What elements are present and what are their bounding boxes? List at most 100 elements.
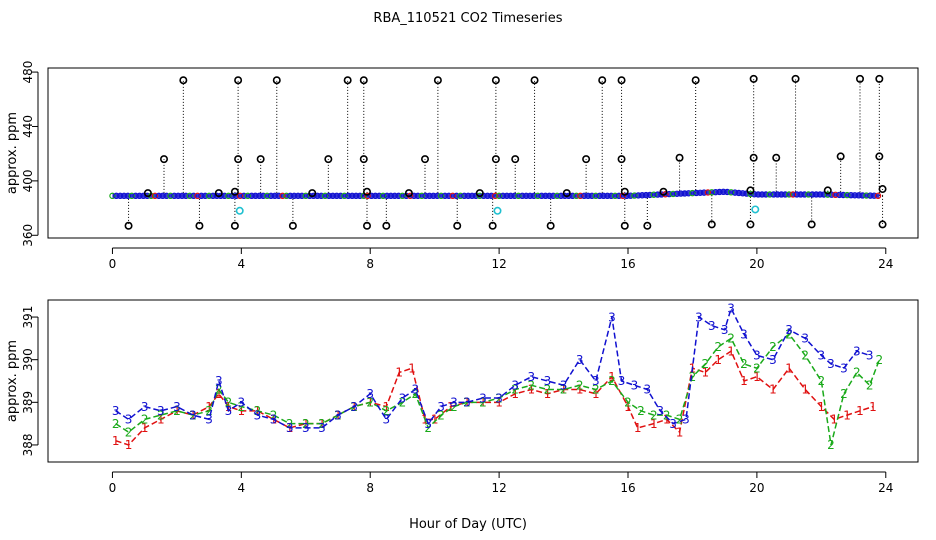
top-series-point (468, 192, 476, 200)
bottom-series-2-point: 2 (663, 408, 671, 422)
top-series-point (128, 192, 135, 200)
top-panel: approx. ppm 0 4 8 12 16 20 24 360 400 440 480 (5, 61, 919, 271)
bottom-series-1-point: 1 (205, 400, 213, 414)
top-outlier-point (343, 76, 352, 85)
bottom-series-1-point: 1 (650, 417, 658, 431)
bottom-series-3-point: 3 (511, 378, 519, 392)
bottom-series-3-point: 3 (727, 302, 735, 316)
bottom-series-3-point: 3 (853, 344, 861, 358)
top-series-point (646, 191, 654, 199)
bottom-series-2-point: 2 (318, 417, 326, 431)
top-series-point (789, 191, 797, 198)
top-series-point (186, 192, 193, 200)
top-series-point (604, 192, 611, 200)
bottom-series-2-point: 2 (254, 404, 262, 418)
bottom-series-1-point: 1 (383, 400, 391, 414)
bottom-y-tick-label: 391 (21, 306, 35, 329)
bottom-series-3-point: 3 (479, 391, 487, 405)
bottom-series-3-point: 3 (618, 374, 626, 388)
bottom-series-2-point: 2 (511, 383, 519, 397)
top-series-point (159, 192, 166, 200)
top-series-point (530, 192, 538, 200)
top-outlier-point (749, 153, 758, 162)
bottom-series-2-point: 2 (544, 383, 552, 397)
top-series-point (395, 192, 402, 200)
top-series-point (735, 189, 743, 197)
top-series-point (704, 189, 712, 196)
top-series-point (430, 192, 437, 200)
top-flagged-point (493, 206, 502, 215)
top-outlier-point (772, 153, 781, 162)
bottom-series-2-line (115, 333, 881, 446)
figure-title: RBA_110521 CO2 Timeseries (373, 11, 562, 26)
top-outlier-point (359, 155, 368, 164)
top-series-point (283, 192, 290, 200)
top-series-point (376, 192, 383, 200)
bottom-series-1-point: 1 (624, 400, 632, 414)
bottom-series-3-point: 3 (270, 413, 278, 427)
top-series-point (758, 191, 766, 198)
top-series-point (596, 192, 603, 200)
bottom-series-3-point: 3 (399, 391, 407, 405)
bottom-series-1-point: 1 (702, 366, 710, 380)
top-outlier-point (836, 152, 845, 161)
top-series-point (569, 192, 576, 200)
top-series-point (333, 192, 340, 200)
bottom-series-2-point: 2 (560, 383, 568, 397)
bottom-series-2-point: 2 (437, 408, 445, 422)
top-series-point (522, 192, 530, 200)
top-series-point (677, 190, 685, 197)
bottom-series-3-point: 3 (302, 421, 310, 435)
top-series-point (488, 192, 495, 200)
bottom-series-2-point: 2 (463, 396, 471, 410)
top-series-point (174, 192, 182, 200)
top-series-point (812, 191, 820, 198)
bottom-series-2-point: 2 (876, 353, 884, 367)
bottom-series-2-point: 2 (702, 357, 710, 371)
top-outlier-point (675, 153, 684, 162)
bottom-series-3-point: 3 (753, 349, 761, 363)
top-series-point (499, 192, 507, 200)
bottom-series-1-point: 1 (869, 400, 877, 414)
top-series-point (182, 192, 190, 200)
bottom-series-3-point: 3 (785, 323, 793, 337)
bottom-series-1-point: 1 (125, 438, 133, 452)
bottom-series-2-point: 2 (225, 396, 233, 410)
bottom-series-2-point: 2 (650, 408, 658, 422)
top-outlier-point (875, 74, 884, 83)
top-series-point (209, 192, 217, 200)
top-series-point (345, 192, 352, 200)
top-series-point (364, 192, 371, 200)
bottom-series-2-point: 2 (286, 417, 294, 431)
bottom-series-3-point: 3 (695, 310, 703, 324)
bottom-series-3-point: 3 (112, 404, 120, 418)
top-series-point (801, 191, 808, 198)
top-x-tick-label: 16 (620, 257, 635, 271)
bottom-series-1-point: 1 (753, 370, 761, 384)
top-series-point (352, 192, 360, 200)
top-series-point (793, 191, 801, 198)
top-series-point (747, 190, 754, 198)
bottom-series-3-point: 3 (463, 396, 471, 410)
bottom-series-3-point: 3 (644, 383, 652, 397)
bottom-series-3-point: 3 (656, 404, 664, 418)
top-series-point (205, 192, 213, 200)
top-outlier-point (488, 221, 497, 230)
bottom-series-1-point: 1 (238, 404, 246, 418)
bottom-series-2-point: 2 (866, 378, 874, 392)
top-series-point (638, 192, 646, 199)
top-series-point (441, 192, 449, 200)
top-series-point (260, 192, 267, 200)
bottom-series-1-point: 1 (173, 404, 181, 418)
top-series-point (685, 190, 692, 197)
top-series-point (608, 192, 615, 200)
top-series-point (236, 192, 244, 200)
top-series-point (731, 189, 739, 196)
bottom-y-tick-label: 388 (21, 433, 35, 456)
bottom-series-3-point: 3 (450, 396, 458, 410)
top-series-point (325, 192, 333, 200)
bottom-series-3-point: 3 (669, 417, 677, 431)
top-series-point (321, 192, 329, 200)
top-outlier-point (288, 221, 297, 230)
top-series-point (202, 192, 209, 200)
